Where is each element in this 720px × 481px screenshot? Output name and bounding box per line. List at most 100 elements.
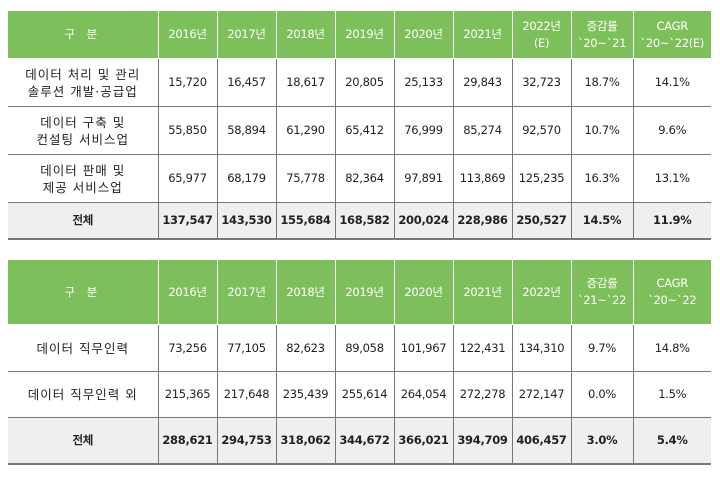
column-header: 2020년 xyxy=(393,259,454,325)
cell: 168,582 xyxy=(334,202,395,240)
cell: 288,621 xyxy=(157,417,218,465)
column-header: 구 분 xyxy=(8,259,159,325)
cell: 85,274 xyxy=(452,106,513,155)
cell: 9.7% xyxy=(570,324,634,372)
cell: 65,977 xyxy=(157,154,218,203)
table-row: 데이터 구축 및 컨설팅 서비스업 55,850 58,894 61,290 65,41… xyxy=(8,106,711,155)
column-header: 2019년 xyxy=(334,259,395,325)
cell: 3.0% xyxy=(570,417,634,465)
cell: 77,105 xyxy=(216,324,277,372)
column-header: 2017년 xyxy=(216,259,277,325)
cell: 92,570 xyxy=(511,106,572,155)
cell: 255,614 xyxy=(334,371,395,418)
column-header: 2016년 xyxy=(157,259,218,325)
cell: 15,720 xyxy=(157,58,218,107)
row-label: 데이터 구축 및 컨설팅 서비스업 xyxy=(8,106,159,155)
column-header: CAGR `20~`22 xyxy=(632,259,711,325)
cell: 14.5% xyxy=(570,202,634,240)
cell: 10.7% xyxy=(570,106,634,155)
row-label: 데이터 판매 및 제공 서비스업 xyxy=(8,154,159,203)
column-header: 2018년 xyxy=(275,10,336,59)
cell: 25,133 xyxy=(393,58,454,107)
cell: 16,457 xyxy=(216,58,277,107)
cell: 200,024 xyxy=(393,202,454,240)
cell: 113,869 xyxy=(452,154,513,203)
cell: 97,891 xyxy=(393,154,454,203)
market-size-table: 구 분 2016년 2017년 2018년 2019년 2020년 2021년 2022년 (… xyxy=(8,10,711,240)
row-label: 데이터 직무인력 xyxy=(8,324,159,372)
row-label: 데이터 처리 및 관리 솔루션 개발·공급업 xyxy=(8,58,159,107)
cell: 14.8% xyxy=(632,324,711,372)
total-row: 전체 137,547 143,530 155,684 168,582 200,024 228… xyxy=(8,202,711,240)
cell: 250,527 xyxy=(511,202,572,240)
cell: 55,850 xyxy=(157,106,218,155)
cell: 394,709 xyxy=(452,417,513,465)
cell: 13.1% xyxy=(632,154,711,203)
cell: 76,999 xyxy=(393,106,454,155)
column-header: 2022년 (E) xyxy=(511,10,572,59)
cell: 406,457 xyxy=(511,417,572,465)
cell: 264,054 xyxy=(393,371,454,418)
cell: 58,894 xyxy=(216,106,277,155)
cell: 9.6% xyxy=(632,106,711,155)
cell: 11.9% xyxy=(632,202,711,240)
table-row: 데이터 직무인력 73,256 77,105 82,623 89,058 101,967 1… xyxy=(8,324,711,372)
workforce-table: 구 분 2016년 2017년 2018년 2019년 2020년 2021년 2022년 증감… xyxy=(8,259,711,465)
header-row: 구 분 2016년 2017년 2018년 2019년 2020년 2021년 2022년 증감… xyxy=(8,259,711,325)
cell: 75,778 xyxy=(275,154,336,203)
column-header: 구 분 xyxy=(8,10,159,59)
table-row: 데이터 판매 및 제공 서비스업 65,977 68,179 75,778 82,364… xyxy=(8,154,711,203)
header-row: 구 분 2016년 2017년 2018년 2019년 2020년 2021년 2022년 (… xyxy=(8,10,711,59)
cell: 82,364 xyxy=(334,154,395,203)
cell: 0.0% xyxy=(570,371,634,418)
cell: 272,147 xyxy=(511,371,572,418)
cell: 294,753 xyxy=(216,417,277,465)
row-label: 데이터 직무인력 외 xyxy=(8,371,159,418)
column-header: 2020년 xyxy=(393,10,454,59)
table-row: 데이터 직무인력 외 215,365 217,648 235,439 255,614 26… xyxy=(8,371,711,418)
column-header: CAGR `20~`22(E) xyxy=(632,10,711,59)
cell: 217,648 xyxy=(216,371,277,418)
cell: 65,412 xyxy=(334,106,395,155)
cell: 32,723 xyxy=(511,58,572,107)
table-row: 데이터 처리 및 관리 솔루션 개발·공급업 15,720 16,457 18,617… xyxy=(8,58,711,107)
column-header: 2018년 xyxy=(275,259,336,325)
column-header: 2019년 xyxy=(334,10,395,59)
cell: 143,530 xyxy=(216,202,277,240)
row-label: 전체 xyxy=(8,202,159,240)
cell: 73,256 xyxy=(157,324,218,372)
cell: 18,617 xyxy=(275,58,336,107)
cell: 155,684 xyxy=(275,202,336,240)
cell: 137,547 xyxy=(157,202,218,240)
cell: 344,672 xyxy=(334,417,395,465)
cell: 18.7% xyxy=(570,58,634,107)
column-header: 2021년 xyxy=(452,259,513,325)
cell: 61,290 xyxy=(275,106,336,155)
row-label: 전체 xyxy=(8,417,159,465)
cell: 215,365 xyxy=(157,371,218,418)
cell: 366,021 xyxy=(393,417,454,465)
cell: 134,310 xyxy=(511,324,572,372)
column-header: 증감률 `21~`22 xyxy=(570,259,634,325)
cell: 101,967 xyxy=(393,324,454,372)
cell: 82,623 xyxy=(275,324,336,372)
cell: 272,278 xyxy=(452,371,513,418)
cell: 68,179 xyxy=(216,154,277,203)
column-header: 2022년 xyxy=(511,259,572,325)
cell: 5.4% xyxy=(632,417,711,465)
cell: 29,843 xyxy=(452,58,513,107)
column-header: 2021년 xyxy=(452,10,513,59)
column-header: 2016년 xyxy=(157,10,218,59)
cell: 89,058 xyxy=(334,324,395,372)
cell: 14.1% xyxy=(632,58,711,107)
cell: 1.5% xyxy=(632,371,711,418)
cell: 20,805 xyxy=(334,58,395,107)
total-row: 전체 288,621 294,753 318,062 344,672 366,021 394… xyxy=(8,417,711,465)
cell: 318,062 xyxy=(275,417,336,465)
column-header: 증감률 `20~`21 xyxy=(570,10,634,59)
cell: 122,431 xyxy=(452,324,513,372)
cell: 125,235 xyxy=(511,154,572,203)
column-header: 2017년 xyxy=(216,10,277,59)
cell: 235,439 xyxy=(275,371,336,418)
cell: 228,986 xyxy=(452,202,513,240)
